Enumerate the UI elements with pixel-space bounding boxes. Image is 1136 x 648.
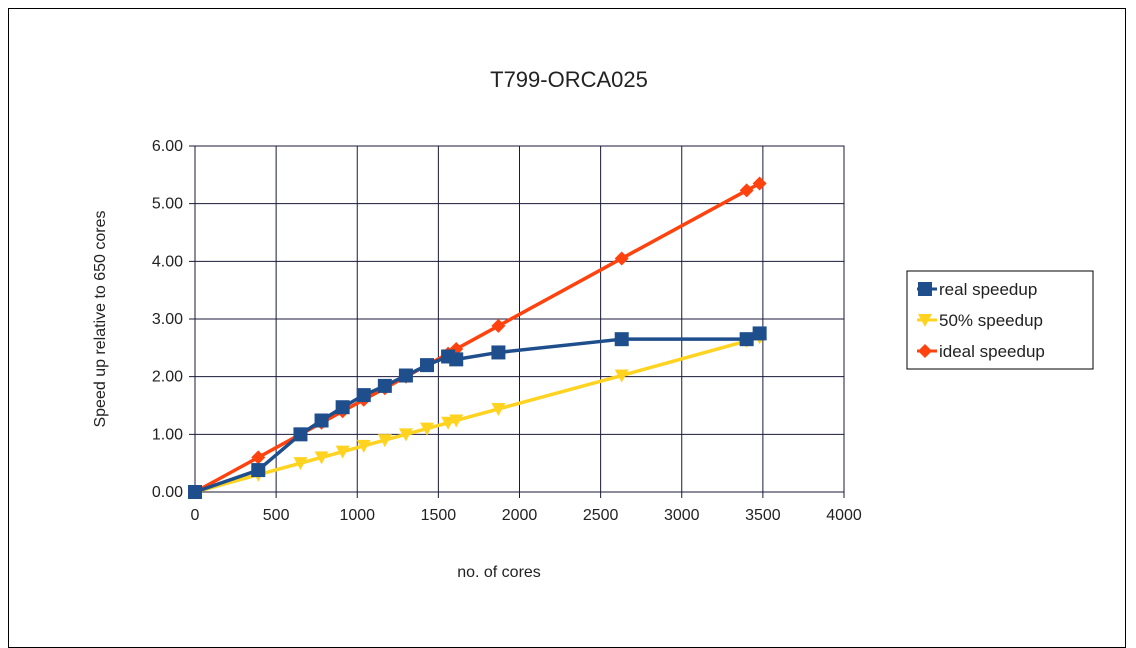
data-point	[188, 485, 202, 499]
data-point	[449, 414, 464, 428]
y-tick-label: 1.00	[152, 426, 183, 443]
data-point	[398, 428, 413, 442]
legend: real speedup 50% speedup ideal speedup	[906, 270, 1094, 370]
line-chart: T799-ORCA025 0 500 1000 1500 2000 2500 3000 350…	[92, 67, 1094, 581]
data-point	[420, 422, 435, 436]
legend-box	[906, 270, 1094, 370]
data-point	[441, 416, 456, 430]
data-point	[614, 251, 629, 266]
data-point	[739, 332, 754, 347]
y-tick-label: 0.00	[152, 484, 183, 501]
legend-label: 50% speedup	[939, 311, 1043, 330]
y-tick-label: 2.00	[152, 369, 183, 386]
data-point	[356, 439, 371, 453]
data-point	[377, 378, 392, 393]
y-tick-label: 3.00	[152, 311, 183, 328]
data-point	[752, 176, 767, 191]
data-point	[614, 369, 629, 383]
legend-label: real speedup	[939, 280, 1037, 299]
data-point	[398, 368, 413, 383]
chart-title: T799-ORCA025	[490, 67, 648, 92]
legend-swatch-marker	[918, 282, 932, 296]
data-point	[251, 450, 266, 465]
x-tick-label: 500	[263, 507, 290, 524]
data-point	[293, 427, 308, 442]
series-real-speedup	[188, 326, 767, 499]
data-point	[335, 445, 350, 459]
series-layer	[188, 176, 767, 499]
data-point	[739, 183, 754, 198]
data-point	[251, 463, 266, 478]
x-tick-label: 4000	[826, 507, 862, 524]
data-point	[614, 332, 629, 347]
legend-swatch-marker	[918, 344, 932, 358]
x-tick-label: 0	[191, 507, 200, 524]
y-tick-label: 4.00	[152, 253, 183, 270]
data-point	[420, 358, 435, 373]
data-point	[752, 326, 767, 341]
data-point	[491, 318, 506, 333]
legend-label: ideal speedup	[939, 342, 1045, 361]
data-point	[314, 413, 329, 428]
y-axis-title: Speed up relative to 650 cores	[92, 210, 109, 427]
data-point	[314, 451, 329, 465]
x-tick-label: 2000	[502, 507, 538, 524]
data-point	[377, 434, 392, 448]
data-point	[335, 400, 350, 415]
data-point	[491, 402, 506, 416]
series-line	[194, 335, 761, 494]
y-tick-labels: 0.00 1.00 2.00 3.00 4.00 5.00 6.00	[152, 138, 183, 501]
x-tick-label: 2500	[583, 507, 619, 524]
data-point	[491, 345, 506, 360]
chart-frame: T799-ORCA025 0 500 1000 1500 2000 2500 3000 350…	[8, 8, 1126, 648]
x-tick-labels: 0 500 1000 1500 2000 2500 3000 3500 4000	[191, 507, 862, 524]
y-tick-label: 6.00	[152, 138, 183, 155]
x-tick-label: 1500	[421, 507, 457, 524]
x-tick-label: 1000	[339, 507, 375, 524]
x-axis-title: no. of cores	[457, 564, 541, 581]
data-point	[293, 457, 308, 471]
y-tick-label: 5.00	[152, 196, 183, 213]
x-tick-label: 3000	[664, 507, 700, 524]
grid-lines	[189, 145, 845, 498]
data-point	[449, 352, 464, 367]
legend-swatch-marker	[918, 314, 932, 327]
data-point	[356, 388, 371, 403]
x-tick-label: 3500	[745, 507, 781, 524]
